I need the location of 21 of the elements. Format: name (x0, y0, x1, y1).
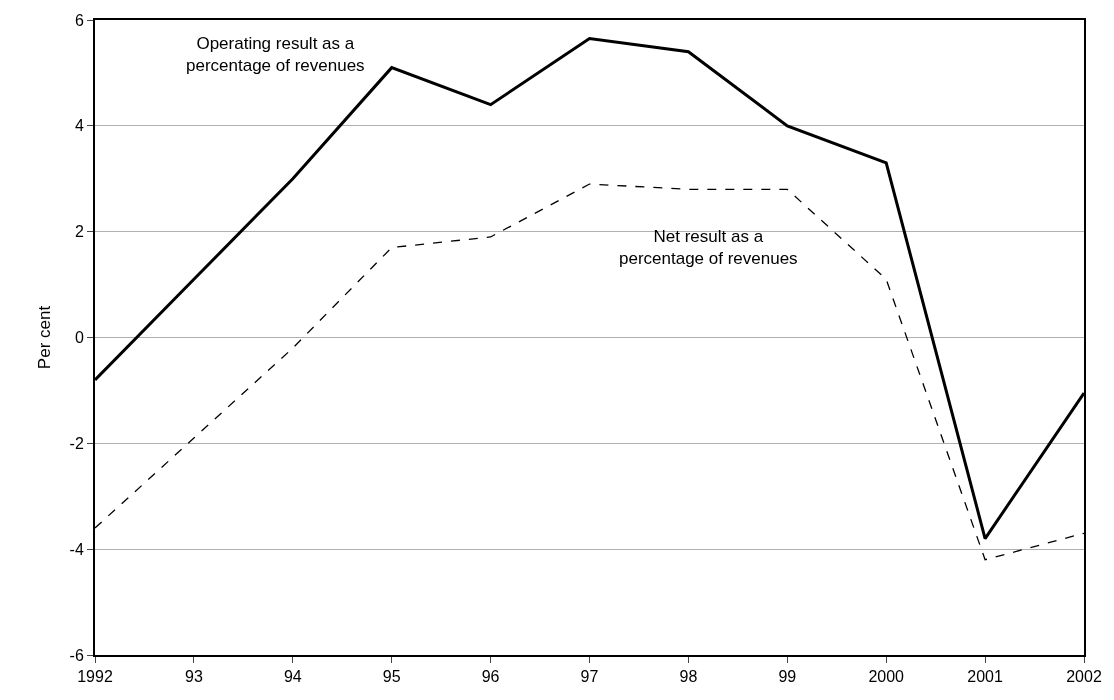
x-tick-label: 98 (679, 668, 698, 686)
x-tick-label: 2001 (967, 668, 1003, 686)
x-tick-label: 93 (185, 668, 203, 686)
x-tick-label: 96 (481, 668, 500, 686)
x-tick-label: 95 (382, 668, 401, 686)
y-tick-label: -4 (69, 540, 84, 558)
x-tick-label: 2000 (868, 668, 905, 686)
y-tick-label: 6 (74, 11, 84, 29)
series-label: Operating result as a percentage of revenues (186, 34, 365, 76)
y-tick-label: -2 (69, 434, 84, 452)
y-tick-label: 4 (74, 117, 84, 135)
x-tick-label: 94 (283, 668, 302, 686)
x-tick-label: 2002 (1066, 668, 1102, 686)
x-tick-label: 99 (778, 668, 797, 686)
x-tick-label: 1992 (77, 668, 113, 686)
y-tick-label: -6 (69, 646, 84, 664)
y-tick-label: 0 (74, 329, 84, 347)
series-label: Net result as a percentage of revenues (619, 227, 798, 269)
x-tick-label: 97 (580, 668, 599, 686)
y-tick-label: 2 (74, 223, 84, 241)
y-axis-title: Per cent (34, 305, 54, 370)
